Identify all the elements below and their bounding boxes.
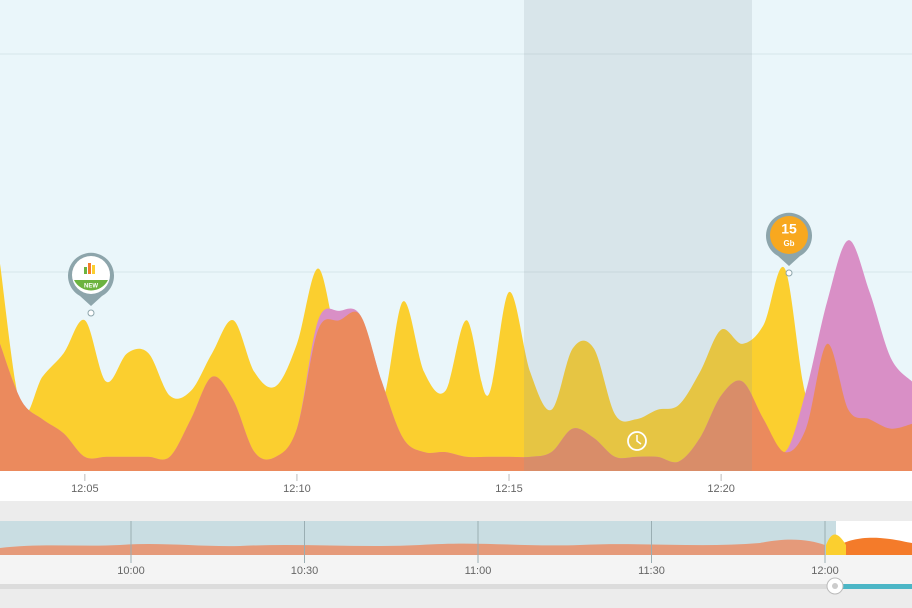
- overview-tick-label: 11:30: [638, 565, 665, 577]
- clock-hands: [636, 435, 642, 445]
- area: [0, 311, 912, 471]
- overview-axis-band: [0, 555, 912, 584]
- usage-pin[interactable]: 15 Gb: [766, 212, 813, 277]
- clock-icon[interactable]: [627, 431, 647, 451]
- separator: [0, 501, 912, 521]
- slider-track: [0, 584, 912, 589]
- overview-area: [0, 539, 825, 555]
- new-pin[interactable]: NEW: [68, 252, 115, 317]
- overview-tick-label: 11:00: [465, 565, 492, 577]
- pin-icon: [92, 265, 95, 274]
- pin-point: [785, 269, 793, 277]
- overview-window-peak: [826, 534, 846, 555]
- overview-tick-label: 12:00: [811, 565, 839, 577]
- annotation-sub: Gb: [783, 239, 794, 248]
- x-tick-label: 12:10: [283, 483, 311, 495]
- overview-window-area: [836, 537, 912, 555]
- pin-icon: [88, 263, 91, 274]
- x-tick-label: 12:05: [71, 483, 99, 495]
- slider-handle-dot: [832, 583, 838, 589]
- overview-tick-label: 10:30: [291, 565, 319, 577]
- x-tick-label: 12:15: [495, 483, 523, 495]
- pin-point: [87, 309, 95, 317]
- selection-band[interactable]: [524, 0, 752, 471]
- annotation-text: 15: [781, 221, 797, 237]
- pin-band: [74, 280, 108, 291]
- overview-tick-label: 10:00: [117, 565, 145, 577]
- clock-face: [627, 431, 647, 451]
- slider-range: [836, 584, 912, 589]
- pin-icon: [84, 267, 87, 274]
- pin-face: [770, 216, 808, 254]
- x-axis-band: [0, 471, 912, 501]
- annotation-text: NEW: [84, 284, 98, 290]
- x-tick-label: 12:20: [707, 483, 735, 495]
